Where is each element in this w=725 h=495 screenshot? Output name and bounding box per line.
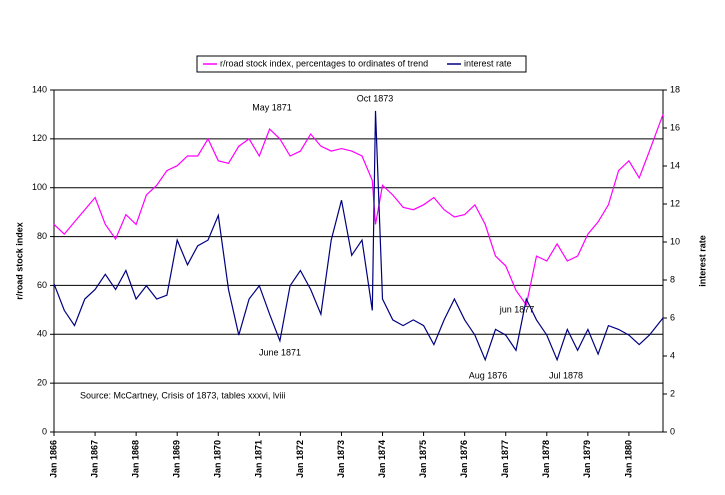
y2-tick-label: 18 xyxy=(670,84,680,94)
x-tick-label: Jan 1877 xyxy=(500,440,510,478)
y2-tick-label: 0 xyxy=(670,426,675,436)
y-tick-label: 80 xyxy=(37,231,47,241)
y2-tick-label: 16 xyxy=(670,122,680,132)
x-tick-label: Jan 1869 xyxy=(172,440,182,478)
y-tick-label: 40 xyxy=(37,329,47,339)
annotation: Jul 1878 xyxy=(549,370,583,380)
x-tick-label: Jan 1873 xyxy=(336,440,346,478)
y-tick-label: 100 xyxy=(32,182,47,192)
y2-tick-label: 4 xyxy=(670,350,675,360)
y-axis-label: r/road stock index xyxy=(14,222,24,300)
y-tick-label: 140 xyxy=(32,84,47,94)
x-tick-label: Jan 1866 xyxy=(48,440,58,478)
x-tick-label: Jan 1870 xyxy=(213,440,223,478)
annotation: May 1871 xyxy=(252,102,292,112)
x-tick-label: Jan 1879 xyxy=(582,440,592,478)
x-tick-label: Jan 1876 xyxy=(459,440,469,478)
y2-axis-label: interest rate xyxy=(697,235,707,287)
data-line xyxy=(53,114,664,307)
x-tick-label: Jan 1871 xyxy=(254,440,264,478)
x-tick-label: Jan 1875 xyxy=(418,440,428,478)
legend-label: r/road stock index, percentages to ordin… xyxy=(220,58,428,68)
y2-tick-label: 10 xyxy=(670,236,680,246)
annotation: June 1871 xyxy=(259,347,301,357)
legend-box xyxy=(196,55,527,73)
y2-tick-label: 8 xyxy=(670,274,675,284)
annotation: Aug 1876 xyxy=(469,370,508,380)
x-tick-label: Jan 1872 xyxy=(295,440,305,478)
y-tick-label: 120 xyxy=(32,133,47,143)
y2-tick-label: 14 xyxy=(670,160,680,170)
y-tick-label: 60 xyxy=(37,280,47,290)
annotation: jun 1877 xyxy=(499,304,535,314)
y-tick-label: 20 xyxy=(37,378,47,388)
x-tick-label: Jan 1867 xyxy=(89,440,99,478)
y2-tick-label: 12 xyxy=(670,198,680,208)
x-tick-label: Jan 1878 xyxy=(541,440,551,478)
x-tick-label: Jan 1874 xyxy=(377,440,387,478)
x-tick-label: Jan 1880 xyxy=(623,440,633,478)
legend-label: interest rate xyxy=(464,58,512,68)
data-line xyxy=(53,110,664,362)
annotation: Oct 1873 xyxy=(357,93,394,103)
source-note: Source: McCartney, Crisis of 1873, table… xyxy=(80,390,285,400)
x-tick-label: Jan 1868 xyxy=(131,440,141,478)
y2-tick-label: 6 xyxy=(670,312,675,322)
y2-tick-label: 2 xyxy=(670,388,675,398)
y-tick-label: 0 xyxy=(42,426,47,436)
